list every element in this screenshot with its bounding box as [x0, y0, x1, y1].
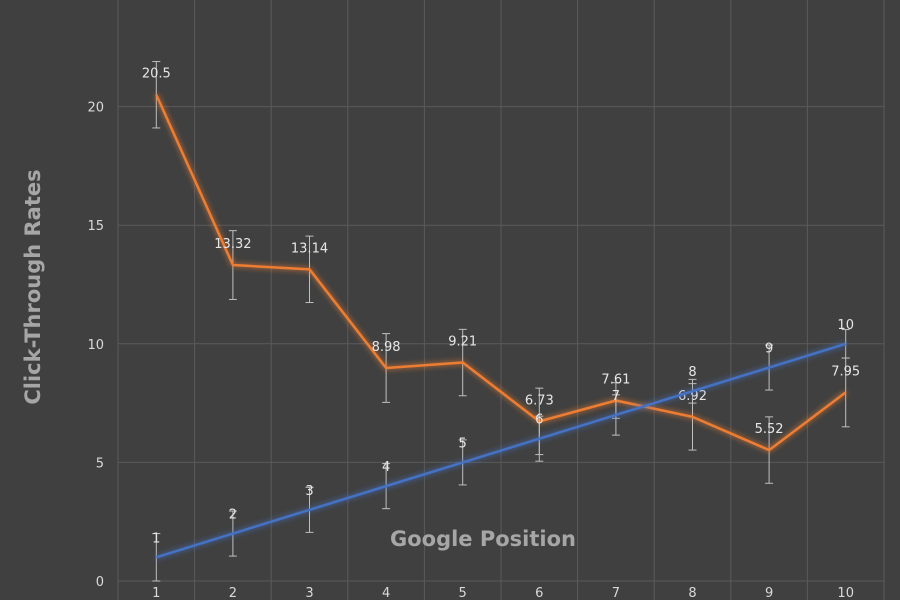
x-tick-label-7: 7	[612, 586, 620, 600]
series-layer: 20.513.32 13.148.98 9.216.737.616.925.527.…	[142, 61, 860, 582]
series-2-data-label-1: 1	[152, 531, 160, 546]
series-2-data-label-3: 3	[305, 484, 313, 499]
series-1-line	[155, 94, 847, 452]
x-tick-label-5: 5	[459, 586, 467, 600]
y-tick-label-20: 20	[87, 101, 104, 116]
series-1-data-label-7: 7.61	[601, 372, 630, 387]
series-1-data-label-1: 20.5	[142, 67, 171, 82]
y-tick-label-0: 0	[96, 575, 104, 590]
series-2-data-label-9: 9	[765, 342, 773, 357]
series-1-data-label-4: 8.98	[372, 340, 401, 355]
y-tick-label-5: 5	[96, 456, 104, 471]
series-1-data-label-5: 9.21	[448, 335, 477, 350]
series-1: 20.513.32 13.148.98 9.216.737.616.925.527.…	[142, 61, 860, 484]
series-1-data-label-10: 7.95	[831, 364, 860, 379]
series-1-data-label-2: 13.32	[214, 237, 251, 252]
x-tick-label-6: 6	[535, 586, 543, 600]
series-2-data-label-8: 8	[688, 365, 696, 380]
series-2-data-label-5: 5	[459, 436, 467, 451]
series-1-data-label-6: 6.73	[525, 393, 554, 408]
series-2-data-label-2: 2	[229, 508, 237, 523]
series-1-data-label-3: 13.14	[291, 241, 328, 256]
x-tick-label-1: 1	[152, 586, 160, 600]
series-2-line	[155, 342, 847, 559]
series-2-data-label-10: 10	[837, 318, 854, 333]
x-tick-label-9: 9	[765, 586, 773, 600]
series-1-data-label-9: 5.52	[755, 422, 784, 437]
series-2: 1 2 3 4 5 6 7 8 9 10	[152, 318, 854, 582]
x-axis-title: Google Position	[390, 527, 576, 551]
series-2-data-label-7: 7	[612, 389, 620, 404]
series-2-data-label-6: 6	[535, 413, 543, 428]
gridlines	[117, 0, 885, 600]
x-tick-label-10: 10	[837, 586, 854, 600]
series-2-data-label-4: 4	[382, 460, 390, 475]
y-tick-label-15: 15	[87, 219, 104, 234]
y-axis-title: Click-Through Rates	[21, 169, 45, 404]
x-tick-label-8: 8	[688, 586, 696, 600]
y-tick-label-10: 10	[87, 338, 104, 353]
x-tick-label-2: 2	[229, 586, 237, 600]
x-tick-label-3: 3	[305, 586, 313, 600]
x-tick-label-4: 4	[382, 586, 390, 600]
